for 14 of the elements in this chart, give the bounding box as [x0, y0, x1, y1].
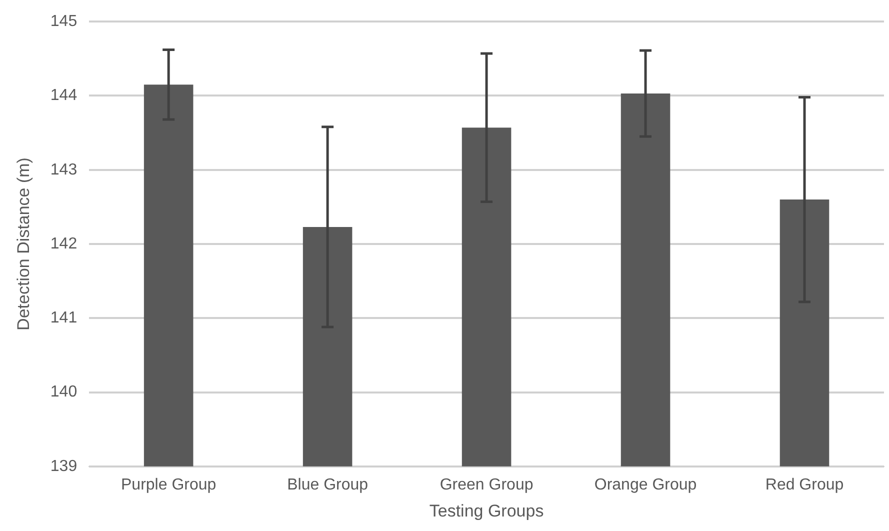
- x-tick-label: Red Group: [765, 476, 844, 494]
- y-axis-title: Detection Distance (m): [14, 158, 33, 330]
- x-tick-label: Blue Group: [287, 476, 368, 494]
- y-tick-label: 142: [50, 235, 78, 252]
- x-tick-label: Green Group: [440, 476, 534, 494]
- x-tick-label: Purple Group: [121, 476, 216, 494]
- y-tick-label: 139: [50, 458, 78, 475]
- y-tick-label: 143: [50, 161, 78, 178]
- y-tick-label: 140: [50, 384, 78, 401]
- y-tick-label: 144: [50, 87, 78, 104]
- y-tick-label: 145: [50, 13, 78, 30]
- x-tick-label: Orange Group: [594, 476, 697, 494]
- y-tick-label: 141: [50, 310, 78, 327]
- x-axis-title: Testing Groups: [429, 501, 544, 520]
